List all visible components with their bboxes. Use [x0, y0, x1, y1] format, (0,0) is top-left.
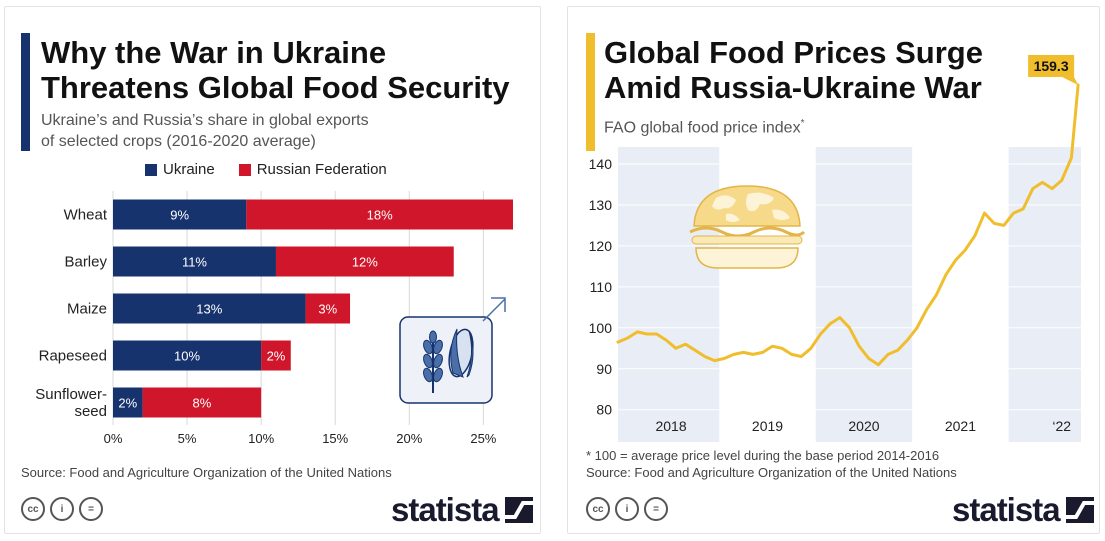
last-value-callout-box — [1028, 54, 1075, 77]
left-subtitle-line1: Ukraine’s and Russia’s share in global e… — [41, 112, 369, 129]
y-tick-label: 120 — [589, 238, 613, 254]
right-chart-card: Global Food Prices Surge Amid Russia-Ukr… — [567, 6, 1100, 534]
right-footnote: * 100 = average price level during the b… — [586, 448, 940, 463]
statista-mark-icon — [1065, 497, 1094, 523]
category-label: Barley — [64, 254, 107, 271]
wheat-maize-icon — [399, 297, 506, 404]
left-statista-logo[interactable]: statista — [391, 491, 533, 529]
left-brand-text: statista — [391, 491, 500, 528]
x-tick-label: 15% — [322, 431, 348, 446]
attribution-icon[interactable]: i — [615, 497, 639, 521]
y-tick-label: 140 — [589, 156, 613, 172]
legend-swatch-russia — [238, 163, 251, 176]
right-subtitle-text: FAO global food price index — [604, 119, 801, 137]
left-chart-card: Why the War in Ukraine Threatens Global … — [4, 6, 541, 534]
year-label: 2020 — [848, 418, 879, 434]
y-tick-label: 110 — [590, 279, 613, 295]
cc-icon[interactable]: cc — [21, 497, 45, 521]
legend-label-russia: Russian Federation — [256, 161, 387, 178]
x-tick-label: 25% — [470, 431, 496, 446]
price-index-line — [616, 83, 1080, 367]
right-statista-logo[interactable]: statista — [952, 491, 1094, 529]
bar-value-label: 2% — [118, 396, 137, 411]
left-title: Why the War in Ukraine Threatens Global … — [41, 35, 510, 105]
left-license-icons: cc i = — [21, 497, 103, 521]
bar-value-label: 13% — [196, 302, 222, 317]
bar-value-label: 10% — [174, 349, 200, 364]
right-source: Source: Food and Agriculture Organizatio… — [586, 465, 957, 480]
price-index-line-chart: 80 90 100 110 120 130 140 2018 2019 2020 2021 ‘22 15… — [589, 54, 1081, 442]
year-label: ‘22 — [1052, 418, 1071, 434]
left-subtitle: Ukraine’s and Russia’s share in global e… — [41, 110, 369, 152]
bar-value-label: 18% — [367, 208, 393, 223]
year-band — [1008, 147, 1081, 442]
right-subtitle: FAO global food price index* — [604, 113, 804, 138]
legend-label-ukraine: Ukraine — [163, 161, 215, 178]
no-derivatives-icon[interactable]: = — [644, 497, 668, 521]
category-label: Rapeseed — [39, 348, 107, 365]
bar-value-label: 9% — [170, 208, 189, 223]
cc-icon[interactable]: cc — [586, 497, 610, 521]
year-label: 2021 — [945, 418, 976, 434]
left-subtitle-line2: of selected crops (2016-2020 average) — [41, 133, 316, 150]
bar-value-label: 3% — [318, 302, 337, 317]
bar-value-label: 2% — [267, 349, 286, 364]
right-title: Global Food Prices Surge Amid Russia-Ukr… — [604, 35, 983, 105]
bar-russia — [142, 387, 262, 418]
last-value-label: 159.3 — [1034, 58, 1069, 74]
globe-burger-icon — [689, 185, 806, 269]
bar-ukraine — [113, 246, 276, 277]
y-tick-label: 130 — [589, 197, 613, 213]
right-license-icons: cc i = — [586, 497, 668, 521]
attribution-icon[interactable]: i — [50, 497, 74, 521]
right-title-accent-bar — [586, 33, 595, 151]
y-tick-label: 90 — [596, 361, 612, 377]
category-label: Sunflower- — [35, 386, 107, 403]
bar-russia — [261, 340, 291, 371]
bar-ukraine — [113, 387, 143, 418]
no-derivatives-icon[interactable]: = — [79, 497, 103, 521]
right-title-line2: Amid Russia-Ukraine War — [604, 70, 982, 105]
bar-ukraine — [113, 293, 306, 324]
bar-russia — [275, 246, 454, 277]
year-band — [618, 147, 720, 442]
statista-mark-icon — [504, 497, 533, 523]
last-value-callout-pointer — [1062, 76, 1079, 85]
category-label: Maize — [67, 301, 107, 318]
category-label: Wheat — [64, 207, 108, 224]
bar-value-label: 11% — [182, 255, 207, 270]
year-label: 2019 — [752, 418, 783, 434]
right-brand-text: statista — [952, 491, 1061, 528]
left-title-line2: Threatens Global Food Security — [41, 70, 510, 105]
bar-value-label: 8% — [192, 396, 211, 411]
y-tick-label: 80 — [596, 402, 612, 418]
bar-value-label: 12% — [352, 255, 378, 270]
left-title-accent-bar — [21, 33, 30, 151]
bar-russia — [305, 293, 351, 324]
left-title-line1: Why the War in Ukraine — [41, 35, 387, 70]
legend-swatch-ukraine — [145, 163, 157, 176]
x-tick-label: 0% — [104, 431, 123, 446]
right-title-line1: Global Food Prices Surge — [604, 35, 983, 70]
year-label: 2018 — [655, 418, 686, 434]
x-tick-label: 10% — [248, 431, 274, 446]
bar-ukraine — [113, 340, 262, 371]
stacked-bar-chart: 0% 5% 10% 15% 20% 25% Wheat 9% 18% Barley 11% 12% Ma… — [35, 191, 514, 446]
left-source: Source: Food and Agriculture Organizatio… — [21, 465, 392, 480]
left-legend: Ukraine Russian Federation — [145, 161, 387, 178]
bar-ukraine — [113, 199, 247, 230]
category-label: seed — [74, 403, 107, 420]
x-tick-label: 20% — [396, 431, 422, 446]
year-band — [815, 147, 913, 442]
x-tick-label: 5% — [178, 431, 197, 446]
right-subtitle-marker: * — [800, 118, 805, 129]
bar-russia — [246, 199, 514, 230]
y-tick-label: 100 — [589, 320, 613, 336]
